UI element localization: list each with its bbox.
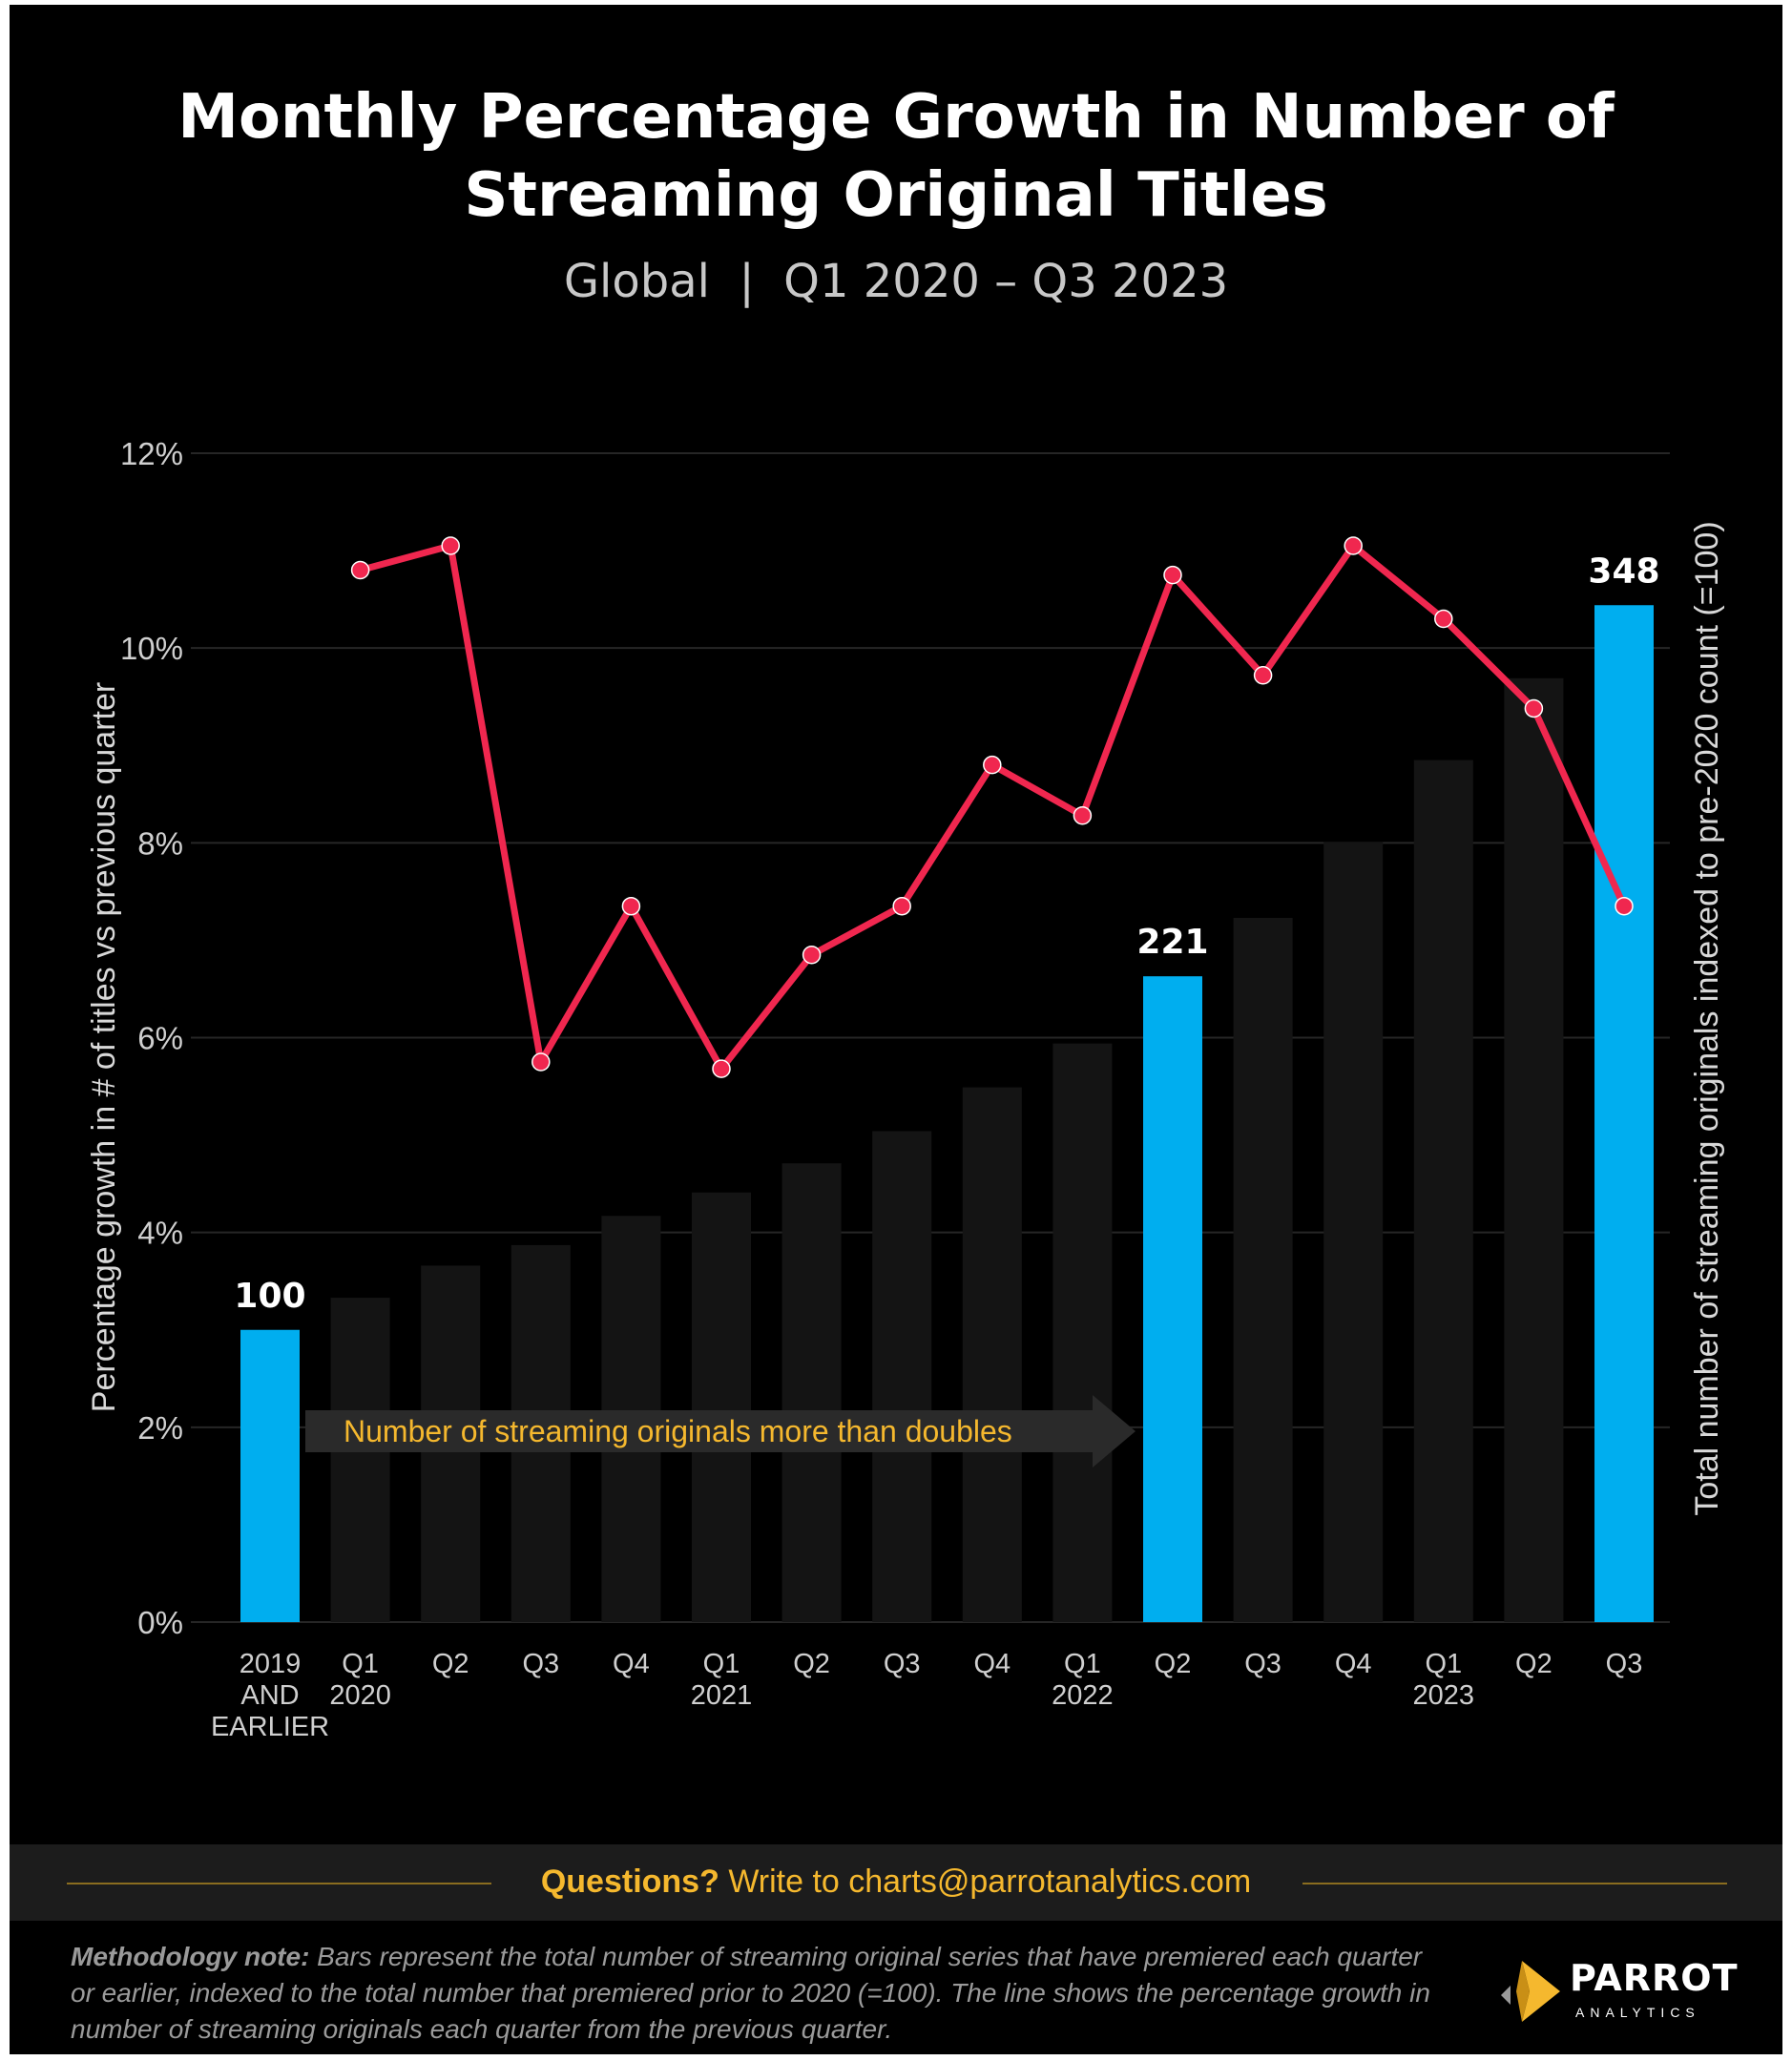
line-point xyxy=(1524,698,1544,718)
x-tick-label: Q2 xyxy=(432,1649,469,1679)
x-tick-label: 2021 xyxy=(691,1680,753,1711)
line-point xyxy=(1615,896,1634,916)
chart-canvas: 0% 2% 4% 6% 8% 10% 12% 100 221 348 Number of strea… xyxy=(86,436,1725,1742)
line-point xyxy=(531,1052,551,1072)
bar xyxy=(962,1087,1022,1622)
questions-contact: Questions? Write to charts@parrotanalyti… xyxy=(0,1861,1792,1903)
y-tick-label: 2% xyxy=(137,1410,183,1446)
bar xyxy=(1323,842,1384,1622)
line-point xyxy=(983,755,1002,775)
bar xyxy=(872,1131,932,1622)
logo-subtext: ANALYTICS xyxy=(1575,2005,1700,2020)
x-tick-label: Q2 xyxy=(1155,1649,1192,1679)
methodology-label: Methodology note: xyxy=(71,1942,310,1971)
bar-highlighted xyxy=(1594,605,1654,1622)
y-tick-label: 10% xyxy=(120,631,183,666)
x-tick-label: Q3 xyxy=(1606,1649,1643,1679)
line-point xyxy=(1163,565,1182,585)
annotation-text: Number of streaming originals more than … xyxy=(344,1414,1012,1448)
line-point xyxy=(1253,666,1273,685)
x-tick-label: Q3 xyxy=(1244,1649,1281,1679)
questions-email-text[interactable]: Write to charts@parrotanalytics.com xyxy=(719,1863,1252,1900)
chart-title: Monthly Percentage Growth in Number of S… xyxy=(0,78,1792,235)
x-tick-label: Q4 xyxy=(973,1649,1011,1679)
bar xyxy=(1504,677,1564,1622)
line-point xyxy=(802,945,822,965)
line-point xyxy=(712,1059,731,1078)
line-point xyxy=(1344,536,1363,555)
x-tick-label: 2019 xyxy=(240,1649,302,1679)
left-axis-label: Percentage growth in # of titles vs prev… xyxy=(86,682,122,1412)
bar-data-label: 100 xyxy=(234,1277,305,1316)
chart-title-line-1: Monthly Percentage Growth in Number of xyxy=(177,82,1615,153)
line-point xyxy=(1073,806,1093,825)
y-tick-label: 4% xyxy=(137,1216,183,1251)
bar xyxy=(1052,1043,1113,1622)
chart-title-line-2: Streaming Original Titles xyxy=(464,160,1328,231)
right-axis-label: Total number of streaming originals inde… xyxy=(1689,521,1725,1515)
footer-divider-left xyxy=(67,1883,491,1884)
bar xyxy=(781,1163,842,1622)
x-tick-label: Q4 xyxy=(1335,1649,1372,1679)
x-tick-label: Q3 xyxy=(884,1649,921,1679)
x-tick-label: 2023 xyxy=(1413,1680,1475,1711)
annotation-arrow xyxy=(305,1395,1136,1468)
parrot-logo-icon xyxy=(1501,1961,1560,2022)
line-point xyxy=(441,536,460,555)
methodology-text: Bars represent the total number of strea… xyxy=(71,1942,1430,2044)
x-tick-label: Q2 xyxy=(793,1649,830,1679)
y-tick-label: 0% xyxy=(137,1605,183,1640)
bar xyxy=(1233,917,1293,1622)
questions-label: Questions? xyxy=(540,1863,719,1900)
x-tick-label: Q1 xyxy=(1064,1649,1101,1679)
x-tick-label: EARLIER xyxy=(211,1712,329,1742)
bar-data-label: 348 xyxy=(1588,552,1659,591)
x-tick-label: 2020 xyxy=(329,1680,391,1711)
x-tick-label: Q2 xyxy=(1515,1649,1552,1679)
y-tick-label: 8% xyxy=(137,825,183,861)
footer-divider-right xyxy=(1302,1883,1727,1884)
x-tick-label: Q4 xyxy=(613,1649,650,1679)
bar-data-label: 221 xyxy=(1136,923,1208,962)
bar-highlighted xyxy=(240,1329,300,1622)
bar-highlighted xyxy=(1143,976,1202,1622)
line-point xyxy=(892,896,911,916)
methodology-note: Methodology note: Bars represent the tot… xyxy=(71,1939,1445,2048)
chart-subtitle: Global | Q1 2020 – Q3 2023 xyxy=(563,255,1229,308)
x-tick-label: Q1 xyxy=(342,1649,379,1679)
y-tick-label: 12% xyxy=(120,436,183,471)
x-tick-label: Q1 xyxy=(1425,1649,1462,1679)
y-tick-label: 6% xyxy=(137,1021,183,1056)
bar xyxy=(692,1192,751,1622)
x-tick-label: 2022 xyxy=(1052,1680,1114,1711)
line-point xyxy=(1434,609,1453,629)
line-point xyxy=(350,560,370,580)
line-point xyxy=(621,896,641,916)
bar xyxy=(330,1298,390,1622)
x-tick-label: Q1 xyxy=(703,1649,740,1679)
x-tick-label: Q3 xyxy=(522,1649,559,1679)
x-tick-label: AND xyxy=(240,1680,299,1711)
logo-wordmark: PARROT xyxy=(1570,1957,1739,1999)
chart-frame xyxy=(10,5,1782,2054)
bar xyxy=(1413,760,1473,1622)
parrot-analytics-logo: PARROT ANALYTICS xyxy=(1493,1951,1738,2028)
